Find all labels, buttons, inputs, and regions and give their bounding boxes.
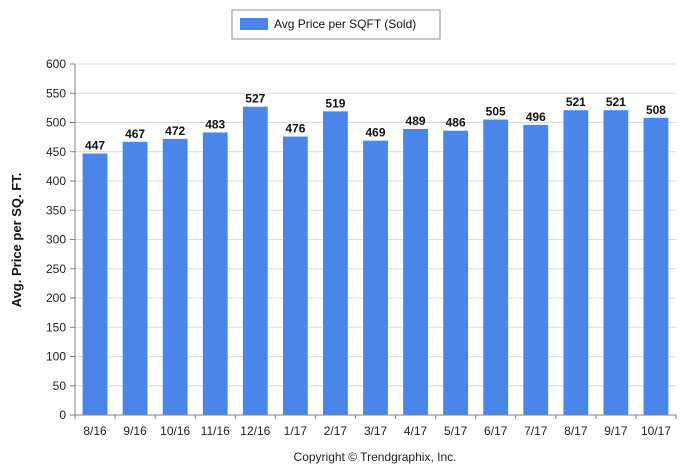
y-tick-label: 200 (46, 291, 66, 305)
y-tick-label: 250 (46, 262, 66, 276)
x-tick-label: 9/17 (604, 424, 628, 438)
bar (523, 124, 549, 415)
y-tick-label: 100 (46, 350, 66, 364)
x-tick-label: 8/16 (83, 424, 107, 438)
data-label: 467 (125, 127, 145, 141)
bar (122, 141, 148, 415)
data-label: 483 (205, 117, 225, 131)
x-tick-label: 12/16 (240, 424, 270, 438)
bar (403, 128, 428, 415)
bar (563, 110, 589, 415)
y-tick-label: 0 (59, 408, 66, 422)
data-label: 489 (406, 114, 426, 128)
bar (483, 119, 509, 415)
x-tick-label: 7/17 (524, 424, 548, 438)
data-label: 447 (85, 139, 105, 153)
legend-label: Avg Price per SQFT (Sold) (274, 17, 416, 31)
data-label: 519 (325, 96, 345, 110)
bar (162, 138, 188, 415)
y-tick-label: 350 (46, 203, 66, 217)
y-tick-label: 400 (46, 174, 66, 188)
bar (323, 111, 348, 415)
x-tick-label: 10/17 (641, 424, 671, 438)
y-tick-label: 500 (46, 116, 66, 130)
x-tick-label: 10/16 (160, 424, 190, 438)
bar (603, 110, 629, 415)
data-label: 486 (446, 116, 466, 130)
bar (282, 136, 308, 416)
y-tick-label: 600 (46, 57, 66, 71)
bar (443, 130, 469, 415)
x-tick-label: 8/17 (564, 424, 588, 438)
y-tick-label: 150 (46, 320, 66, 334)
data-label: 521 (566, 95, 586, 109)
bar (363, 140, 388, 415)
data-label: 508 (646, 103, 666, 117)
bar (242, 106, 268, 415)
legend-swatch (240, 18, 268, 30)
y-tick-label: 50 (53, 379, 67, 393)
bar (202, 132, 228, 415)
x-tick-label: 3/17 (364, 424, 388, 438)
x-tick-label: 4/17 (404, 424, 428, 438)
legend: Avg Price per SQFT (Sold) (231, 9, 441, 40)
data-label: 505 (486, 105, 506, 119)
data-label: 469 (365, 126, 385, 140)
x-tick-label: 2/17 (324, 424, 348, 438)
bar (82, 153, 108, 415)
y-tick-label: 300 (46, 233, 66, 247)
x-tick-label: 6/17 (484, 424, 508, 438)
data-label: 521 (606, 95, 626, 109)
axes (74, 64, 677, 419)
data-label: 476 (285, 122, 305, 136)
bars (82, 106, 669, 416)
data-labels: 447 467 472 483 527 476 519 469 489 486 505 496 521 5… (85, 92, 666, 153)
copyright-text: Copyright © Trendgraphix, Inc. (294, 450, 457, 464)
x-tick-labels: 8/16 9/16 10/16 11/16 12/16 1/17 2/17 3/17 4/17 5… (83, 424, 671, 438)
y-axis-title: Avg. Price per SQ. FT. (9, 173, 24, 308)
x-tick-label: 11/16 (201, 424, 230, 438)
x-tick-label: 9/16 (123, 424, 147, 438)
data-label: 496 (526, 110, 546, 124)
y-tick-labels: 0 50 100 150 200 250 300 350 400 450 500 550 600 (46, 57, 66, 422)
y-tick-label: 450 (46, 145, 66, 159)
data-label: 472 (165, 124, 185, 138)
x-tick-label: 1/17 (284, 424, 308, 438)
y-tick-label: 550 (46, 86, 66, 100)
x-tick-label: 5/17 (444, 424, 468, 438)
bar (643, 117, 669, 415)
data-label: 527 (245, 92, 265, 106)
